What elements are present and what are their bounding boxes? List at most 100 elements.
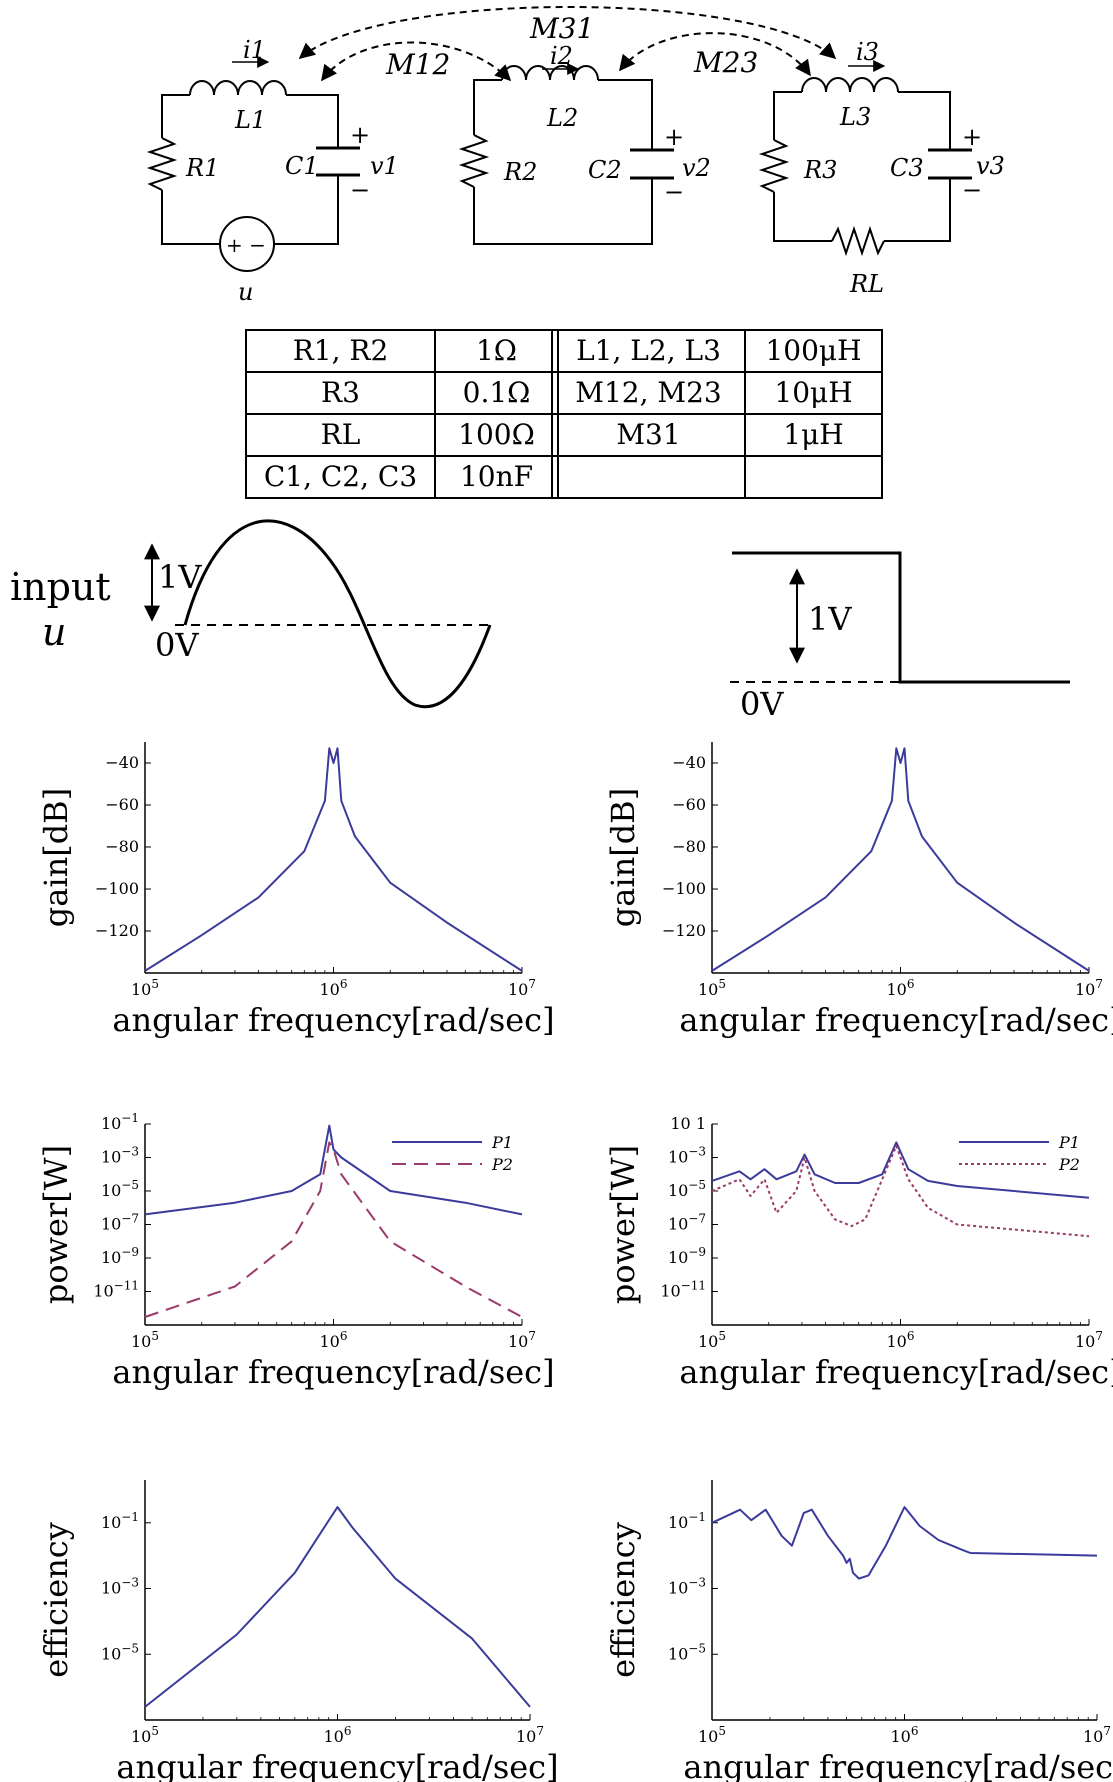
legend-label: P2 (1058, 1155, 1080, 1174)
mutual-label-31: M31 (529, 12, 594, 45)
y-tick-label: 10−5 (101, 1641, 139, 1663)
series-line-s1 (711, 747, 1090, 972)
x-tick-label: 106 (320, 1329, 348, 1351)
y-tick-label: 10−11 (660, 1279, 706, 1301)
loop-3 (758, 77, 972, 257)
inductor-label-2: L2 (546, 104, 578, 132)
table-cell: 100Ω (458, 418, 535, 451)
loop-2 (458, 65, 674, 245)
mutual-arrow-12 (321, 41, 512, 82)
chart-4: 105 106 107 10 1 10−3 10−5 10−7 10−9 10−11 angula… (604, 1114, 1113, 1391)
series-line-s1 (711, 1506, 1098, 1580)
y-axis-label: efficiency (37, 1522, 75, 1678)
x-tick-label: 106 (891, 1724, 919, 1746)
series-line-s1 (144, 1506, 531, 1708)
mutual-arrow-23 (618, 32, 811, 77)
table-cell: 100μH (765, 334, 861, 367)
table-cell: C1, C2, C3 (264, 460, 417, 493)
x-tick-label: 107 (516, 1724, 544, 1746)
y-tick-label: 10−1 (101, 1111, 139, 1133)
x-axis-label: angular frequency[rad/sec] (679, 1353, 1113, 1391)
step-amplitude-label: 1V (808, 600, 852, 638)
sine-zero-label: 0V (155, 626, 199, 664)
resistor-r2 (458, 134, 490, 188)
x-tick-label: 107 (508, 977, 536, 999)
x-tick-label: 107 (1083, 1724, 1111, 1746)
y-tick-label: −100 (662, 879, 706, 898)
y-tick-label: 10−9 (101, 1245, 139, 1267)
x-tick-label: 105 (698, 977, 726, 999)
table-cell: RL (321, 418, 361, 451)
y-tick-label: −60 (672, 795, 706, 814)
sine-wave (183, 519, 492, 709)
voltage-label-2: v2 (682, 154, 711, 182)
table-cell: 1μH (783, 418, 843, 451)
table-cell: 10nF (460, 460, 533, 493)
circuit-diagram (146, 6, 972, 272)
plus-sign-3: + (962, 123, 982, 151)
capacitor-c1 (316, 146, 360, 177)
y-tick-label: −120 (95, 921, 139, 940)
inductor-l1 (189, 80, 287, 96)
capacitor-label-3: C3 (890, 154, 924, 182)
resistor-label-1: R1 (185, 154, 219, 182)
capacitor-c2 (630, 148, 674, 180)
y-tick-label: 10−5 (668, 1641, 706, 1663)
mutual-label-23: M23 (693, 46, 758, 79)
table-cell: M12, M23 (575, 376, 721, 409)
x-axis-label: angular frequency[rad/sec] (112, 1353, 554, 1391)
charts: 105 106 107 −40 −60 −80 −100 −120 angular freque… (37, 742, 1113, 1782)
y-axis-label: efficiency (604, 1522, 642, 1678)
x-tick-label: 107 (508, 1329, 536, 1351)
mutual-arrow-31 (298, 6, 837, 60)
table-cell: 10μH (774, 376, 852, 409)
y-tick-label: 10−5 (668, 1178, 706, 1200)
y-tick-label: 10−3 (101, 1145, 139, 1167)
inductor-l3 (801, 77, 899, 93)
parameter-table: R1, R2 1Ω L1, L2, L3 100μH R3 0.1Ω M12, M23 10μ… (245, 329, 883, 499)
y-tick-label: 10−3 (668, 1145, 706, 1167)
series-line-s1 (144, 747, 523, 972)
x-tick-label: 107 (1075, 977, 1103, 999)
x-tick-label: 105 (698, 1724, 726, 1746)
chart-1: 105 106 107 −40 −60 −80 −100 −120 angular freque… (37, 742, 555, 1039)
y-tick-label: 10−1 (668, 1510, 706, 1532)
x-tick-label: 105 (131, 977, 159, 999)
plus-sign-2: + (664, 123, 684, 151)
inductor-label-3: L3 (839, 103, 871, 131)
y-tick-label: 10−3 (668, 1576, 706, 1598)
x-tick-label: 106 (320, 977, 348, 999)
table-cell: 1Ω (476, 334, 517, 367)
resistor-label-3: R3 (803, 156, 837, 184)
table-cell: L1, L2, L3 (576, 334, 721, 367)
y-tick-label: −40 (105, 753, 139, 772)
voltage-label-1: v1 (370, 152, 399, 180)
y-axis-label: power[W] (37, 1145, 75, 1304)
load-label: RL (849, 270, 884, 298)
x-tick-label: 106 (887, 977, 915, 999)
x-tick-label: 106 (887, 1329, 915, 1351)
inductor-label-1: L1 (234, 106, 266, 134)
series-line-P1 (711, 1141, 1090, 1199)
current-label-2: i2 (550, 42, 573, 70)
x-tick-label: 105 (698, 1329, 726, 1351)
series-line-P2 (711, 1144, 1090, 1238)
input-waveforms: input u 1V 0V 1V 0V (10, 519, 1070, 723)
capacitor-label-2: C2 (588, 156, 622, 184)
y-tick-label: −60 (105, 795, 139, 814)
table-cell: 0.1Ω (463, 376, 531, 409)
x-tick-label: 105 (131, 1724, 159, 1746)
y-tick-label: −40 (672, 753, 706, 772)
x-axis-label: angular frequency[rad/sec] (679, 1001, 1113, 1039)
sine-amplitude-label: 1V (158, 558, 202, 596)
y-tick-label: 10−7 (668, 1212, 706, 1234)
table-cell: M31 (616, 418, 680, 451)
resistor-label-2: R2 (503, 158, 537, 186)
resistor-r1 (146, 137, 178, 191)
capacitor-c3 (928, 148, 972, 180)
mutual-label-12: M12 (385, 48, 450, 81)
y-tick-label: 10−3 (101, 1576, 139, 1598)
y-tick-label: 10 1 (670, 1114, 706, 1133)
source-label: u (238, 278, 253, 306)
y-tick-label: −80 (672, 837, 706, 856)
